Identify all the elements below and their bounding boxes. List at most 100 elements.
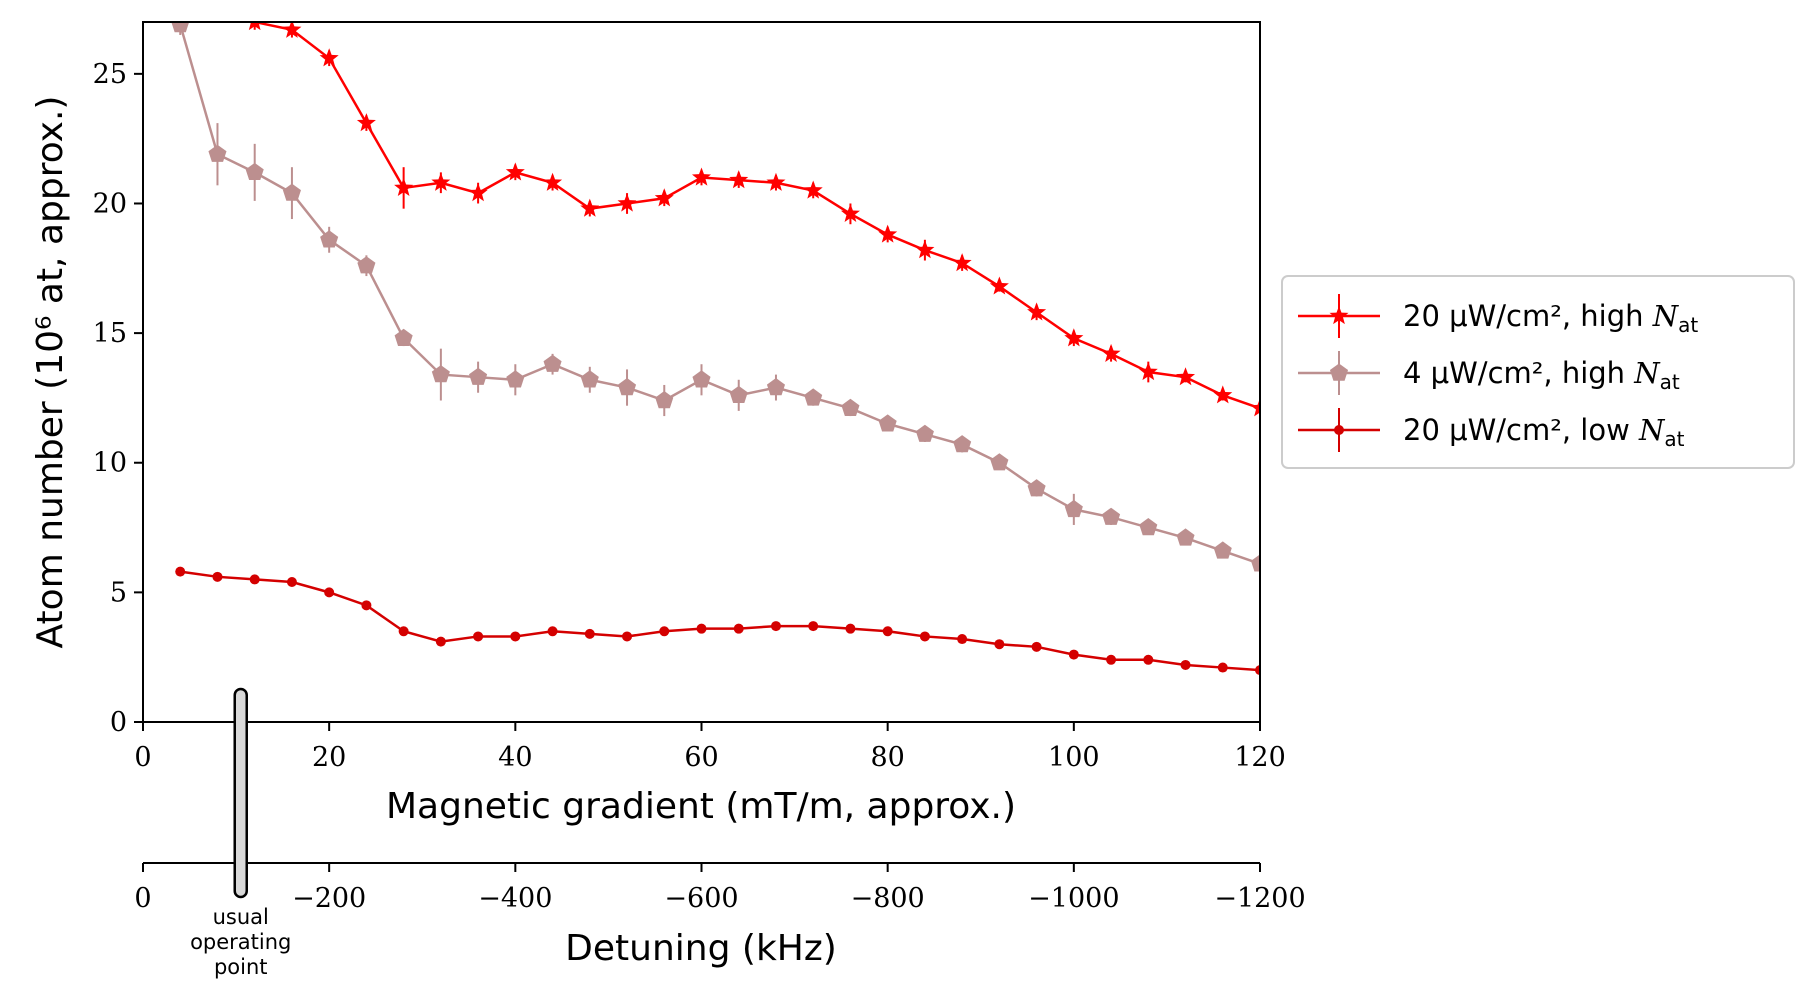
legend-label: 20 μW/cm², high Nat: [1403, 299, 1698, 337]
series-2-point: [357, 256, 376, 274]
series-3-point: [361, 600, 372, 611]
series-2-point: [171, 22, 190, 33]
series-2-point: [990, 453, 1009, 471]
series-1-point: [543, 172, 563, 191]
series-2-point: [543, 354, 562, 372]
series-3-point: [1143, 654, 1154, 665]
series-2-point: [915, 424, 934, 442]
series-3-point: [1255, 665, 1260, 676]
series-3-point: [882, 626, 893, 637]
series-2-point: [282, 183, 301, 201]
x-axis-title: Magnetic gradient (mT/m, approx.): [386, 786, 1016, 827]
legend-marker: [1329, 306, 1349, 325]
series-3-point: [919, 631, 930, 642]
series-2: [171, 22, 1260, 572]
detuning-tick-label: −200: [292, 883, 366, 914]
series-3-point: [435, 636, 446, 647]
series-1-point: [1101, 343, 1121, 362]
axes-layer: 0 20 40 60 80 100 120 0 5 10 15 20 25 0 −200 −400 −600 −8…: [93, 59, 1306, 914]
series-1-point: [282, 22, 302, 38]
series-3-point: [1106, 654, 1117, 665]
series-2-point: [1250, 554, 1260, 572]
x-tick-label: 80: [870, 742, 904, 773]
series-2-point: [1139, 518, 1158, 536]
series-1-point: [654, 188, 674, 207]
series-3-point: [473, 631, 484, 642]
series-2-point: [804, 388, 823, 406]
series-3-point: [212, 571, 223, 582]
x-tick-label: 100: [1048, 742, 1100, 773]
detuning-axis-title: Detuning (kHz): [565, 928, 837, 969]
series-1-point: [840, 203, 860, 222]
y-tick-label: 15: [93, 318, 127, 349]
series-2-point: [655, 391, 674, 409]
series-2-point: [729, 385, 748, 404]
series-3-point: [324, 587, 335, 598]
annotation-line-1: usual: [213, 905, 269, 929]
series-2-point: [1102, 507, 1121, 525]
series-1-point: [617, 193, 637, 212]
detuning-tick-label: 0: [134, 883, 151, 914]
series-2-point: [953, 435, 972, 453]
series-1-point: [394, 177, 414, 197]
series-2-point: [841, 398, 860, 416]
series-2-point: [878, 414, 897, 432]
series-3-point: [994, 639, 1005, 650]
series-3-point: [622, 631, 633, 642]
annotation-line-3: point: [214, 955, 268, 979]
series-1-point: [766, 172, 786, 191]
series-1-point: [1176, 367, 1196, 386]
series-1-point: [691, 167, 712, 186]
series-1-line: [252, 22, 1260, 410]
annotation-line-2: operating: [190, 930, 291, 954]
y-axis-title: Atom number (10⁶ at, approx.): [30, 96, 71, 649]
series-3-point: [1217, 662, 1228, 673]
series-2-point: [1176, 528, 1195, 546]
series-1-point: [1250, 398, 1260, 417]
series-3-point: [808, 621, 819, 632]
series-1-point: [878, 224, 898, 243]
series-3-line: [180, 570, 1260, 672]
series-3-point: [1031, 641, 1042, 652]
legend-entry-1: 20 μW/cm², high Nat: [1298, 294, 1698, 338]
series-3-point: [770, 621, 781, 632]
series-1-point: [915, 240, 935, 259]
series-3-point: [696, 623, 707, 634]
series-2-line: [179, 24, 1260, 566]
series-1-point: [248, 22, 261, 31]
series-1-point: [989, 276, 1009, 295]
series-2-point: [320, 230, 339, 248]
detuning-tick-label: −600: [664, 883, 738, 914]
series-2-point: [506, 370, 525, 388]
series-1-point: [319, 48, 339, 67]
series-2-point: [394, 328, 413, 346]
series-3-point: [584, 628, 595, 639]
series-2-point: [580, 370, 599, 388]
usual-operating-point: usual operating point: [190, 687, 291, 979]
series-3-point: [175, 566, 186, 577]
series-3: [175, 566, 1260, 676]
series-1: [248, 22, 1260, 417]
x-tick-label: 40: [498, 742, 532, 773]
series-2-point: [469, 367, 488, 385]
x-tick-label: 20: [312, 742, 346, 773]
legend: 20 μW/cm², high Nat 4 μW/cm², high Nat 20 …: [1281, 275, 1795, 469]
x-tick-label: 60: [684, 742, 718, 773]
series-1-point: [431, 172, 451, 191]
series-2-point: [245, 162, 264, 181]
series-3-point: [249, 574, 260, 585]
series-1-point: [580, 198, 600, 217]
operating-point-bar: [233, 687, 248, 899]
y-tick-label: 5: [110, 577, 127, 608]
y-tick-label: 20: [93, 188, 127, 219]
x-tick-label: 0: [134, 742, 151, 773]
y-tick-label: 0: [110, 707, 127, 738]
series-2-point: [692, 370, 711, 388]
legend-label: 20 μW/cm², low Nat: [1403, 413, 1685, 451]
legend-marker: [1329, 363, 1349, 381]
x-tick-label: 120: [1234, 742, 1286, 773]
legend-marker: [1334, 425, 1344, 435]
series-2-point: [1027, 479, 1046, 497]
series-2-point: [766, 378, 785, 396]
